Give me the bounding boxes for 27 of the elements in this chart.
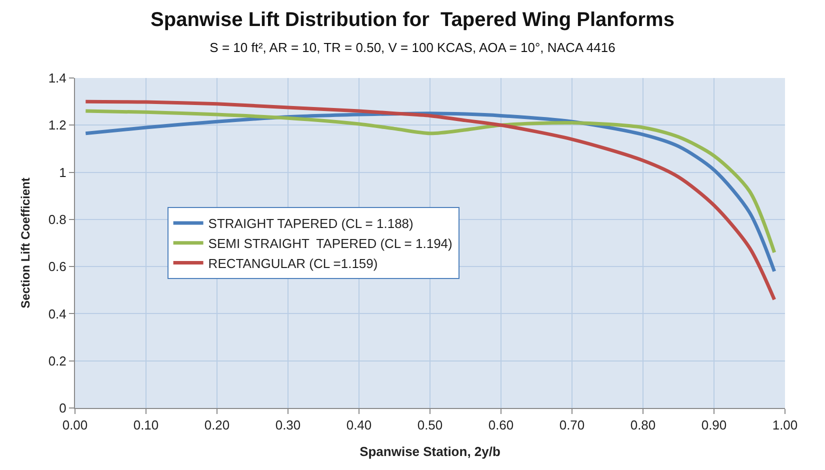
legend-label: STRAIGHT TAPERED (CL = 1.188) [208, 216, 414, 232]
x-tick-label: 0.60 [488, 418, 514, 433]
legend-label: RECTANGULAR (CL =1.159) [208, 256, 378, 271]
x-tick-label: 1.00 [772, 418, 798, 433]
y-tick-label: 1 [59, 164, 66, 180]
x-tick-label: 0.20 [204, 418, 230, 433]
legend-label: SEMI STRAIGHT TAPERED (CL = 1.194) [208, 236, 452, 251]
y-tick-label: 0 [59, 400, 66, 416]
y-tick-label: 0.2 [48, 353, 66, 368]
x-tick-label: 0.90 [701, 418, 727, 433]
x-tick-label: 0.50 [417, 418, 443, 433]
chart-title: Spanwise Lift Distribution for Tapered Wing Planforms [150, 8, 674, 31]
y-tick-label: 0.8 [48, 212, 66, 227]
chart-subtitle: S = 10 ft², AR = 10, TR = 0.50, V = 100 KCAS, AOA = 10°, NACA 4416 [210, 40, 616, 55]
x-tick-label: 0.40 [346, 418, 372, 433]
x-tick-label: 0.80 [630, 418, 656, 433]
y-axis-title: Section Lift Coefficient [18, 178, 33, 308]
x-tick-label: 0.70 [559, 418, 585, 433]
x-tick-label: 0.30 [275, 418, 301, 433]
x-axis-title: Spanwise Station, 2y/b [360, 444, 500, 460]
line-series [84, 100, 776, 302]
y-tick-label: 0.6 [48, 259, 66, 274]
y-tick-label: 1.4 [48, 70, 66, 86]
y-tick-label: 1.2 [48, 118, 66, 133]
x-tick-label: 0.10 [133, 418, 159, 433]
y-tick-label: 0.4 [48, 306, 66, 322]
x-tick-label: 0.00 [62, 418, 88, 433]
